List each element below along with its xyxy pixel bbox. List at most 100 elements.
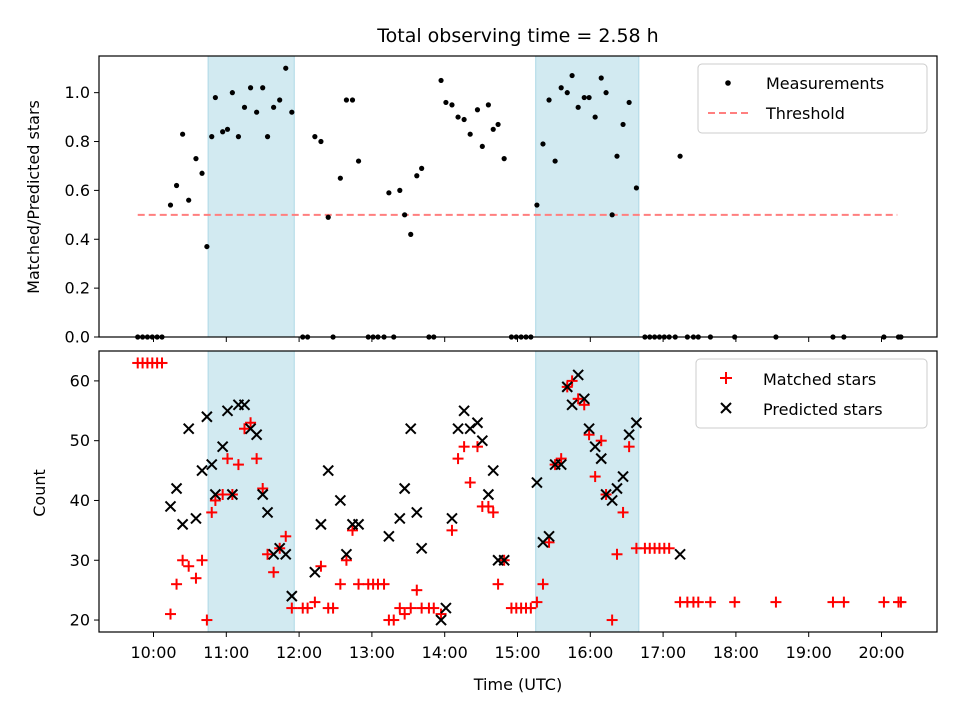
matched-star-point (446, 524, 458, 536)
predicted-star-point (286, 590, 298, 602)
matched-star-point (838, 596, 850, 608)
predicted-star-point (595, 452, 607, 465)
y-tick-label: 50 (70, 431, 90, 450)
measurement-point (614, 153, 620, 159)
measurement-point (474, 107, 481, 113)
measurement-point (479, 143, 485, 150)
matched-star-point (309, 596, 321, 608)
measurement-point (397, 187, 403, 193)
measurement-point (485, 102, 491, 108)
matched-star-point (487, 506, 499, 518)
bottom-panel: 20 30 40 50 60 10:00 11:00 12:00 13:00 14:00 15:0… (30, 350, 938, 694)
matched-star-point (196, 554, 208, 566)
y-tick-label: 30 (70, 551, 90, 570)
matched-star-point (353, 578, 365, 590)
measurement-point (193, 156, 199, 162)
predicted-star-point (415, 542, 428, 555)
measurement-point (402, 212, 408, 218)
predicted-star-point (405, 423, 417, 435)
predicted-star-point (458, 405, 470, 417)
predicted-star-point (583, 423, 595, 435)
x-tick-label: 12:00 (276, 643, 322, 662)
matched-star-point (280, 530, 292, 542)
measurement-point (558, 85, 564, 91)
measurement-point (534, 202, 540, 208)
matched-star-point (471, 441, 483, 453)
matched-star-point (729, 596, 741, 608)
matched-star-point (156, 357, 168, 369)
legend-predicted-marker (720, 402, 732, 414)
x-tick-label: 20:00 (858, 643, 904, 662)
measurement-point (419, 165, 425, 171)
matched-star-point (595, 435, 607, 447)
matched-star-point (537, 578, 549, 590)
measurement-point (575, 104, 581, 110)
predicted-star-point (543, 530, 555, 543)
x-tick-label: 13:00 (349, 643, 395, 662)
matched-star-point (464, 477, 476, 489)
matched-star-point (572, 393, 584, 405)
y-tick-label: 0.6 (65, 181, 90, 200)
predicted-star-point (606, 494, 618, 507)
top-x-ticks (153, 337, 882, 342)
predicted-star-point (170, 482, 183, 495)
matched-star-point (583, 429, 595, 441)
matched-star-point (770, 596, 782, 608)
measurement-point (235, 134, 242, 140)
top-axes-frame (98, 55, 938, 338)
matched-star-point (257, 483, 269, 495)
predicted-star-point (201, 411, 213, 423)
predicted-star-point (221, 405, 234, 417)
legend-predicted-label: Predicted stars (763, 400, 883, 419)
bottom-legend-box (695, 358, 928, 429)
top-legend-box (697, 63, 928, 134)
measurement-point (325, 214, 331, 220)
y-tick-label: 40 (70, 491, 90, 510)
predicted-star-point (572, 369, 584, 381)
predicted-star-point (164, 500, 177, 513)
measurement-point (277, 97, 283, 103)
matched-star-point (190, 572, 202, 584)
predicted-star-point (411, 506, 423, 519)
matched-star-point (589, 471, 601, 483)
measurement-point (449, 102, 455, 108)
measurement-point (224, 126, 231, 132)
matched-star-point (895, 596, 907, 608)
predicted-star-point (476, 434, 489, 447)
measurement-point (318, 138, 324, 145)
top-y-axis: 0.0 0.2 0.4 0.6 0.8 1.0 (65, 83, 99, 347)
matched-star-point (543, 536, 555, 548)
measurement-point (260, 85, 266, 91)
measurement-point (408, 231, 414, 237)
measurement-point (564, 90, 570, 96)
predicted-star-point (261, 506, 274, 519)
bottom-y-axis: 20 30 40 50 60 (70, 371, 99, 630)
measurement-point (626, 99, 632, 106)
predicted-star-point (250, 428, 263, 441)
matched-star-point (458, 441, 470, 453)
x-tick-label: 18:00 (713, 643, 759, 662)
measurement-point (247, 85, 254, 91)
predicted-star-point (611, 482, 623, 495)
matched-star-point (239, 423, 250, 435)
bottom-axes-frame (98, 350, 938, 633)
matched-star-point (394, 602, 406, 614)
measurement-point (438, 77, 444, 84)
measurement-point (204, 243, 210, 250)
matched-star-point (251, 453, 263, 465)
matched-star-point (183, 560, 195, 572)
predicted-star-point (531, 476, 543, 489)
predicted-star-point (674, 548, 686, 560)
measurement-point (598, 75, 604, 81)
matched-star-point (555, 453, 567, 465)
measurement-point (633, 185, 640, 191)
measurement-point (414, 173, 420, 179)
bottom-legend: Matched stars Predicted stars (695, 358, 928, 429)
predicted-star-point (578, 393, 590, 405)
matched-star-point (399, 608, 411, 620)
measurement-point (349, 97, 356, 103)
matched-star-point (340, 554, 352, 566)
shaded-interval (207, 55, 295, 338)
matched-stars-points (132, 357, 907, 626)
legend-threshold-label: Threshold (765, 104, 845, 123)
